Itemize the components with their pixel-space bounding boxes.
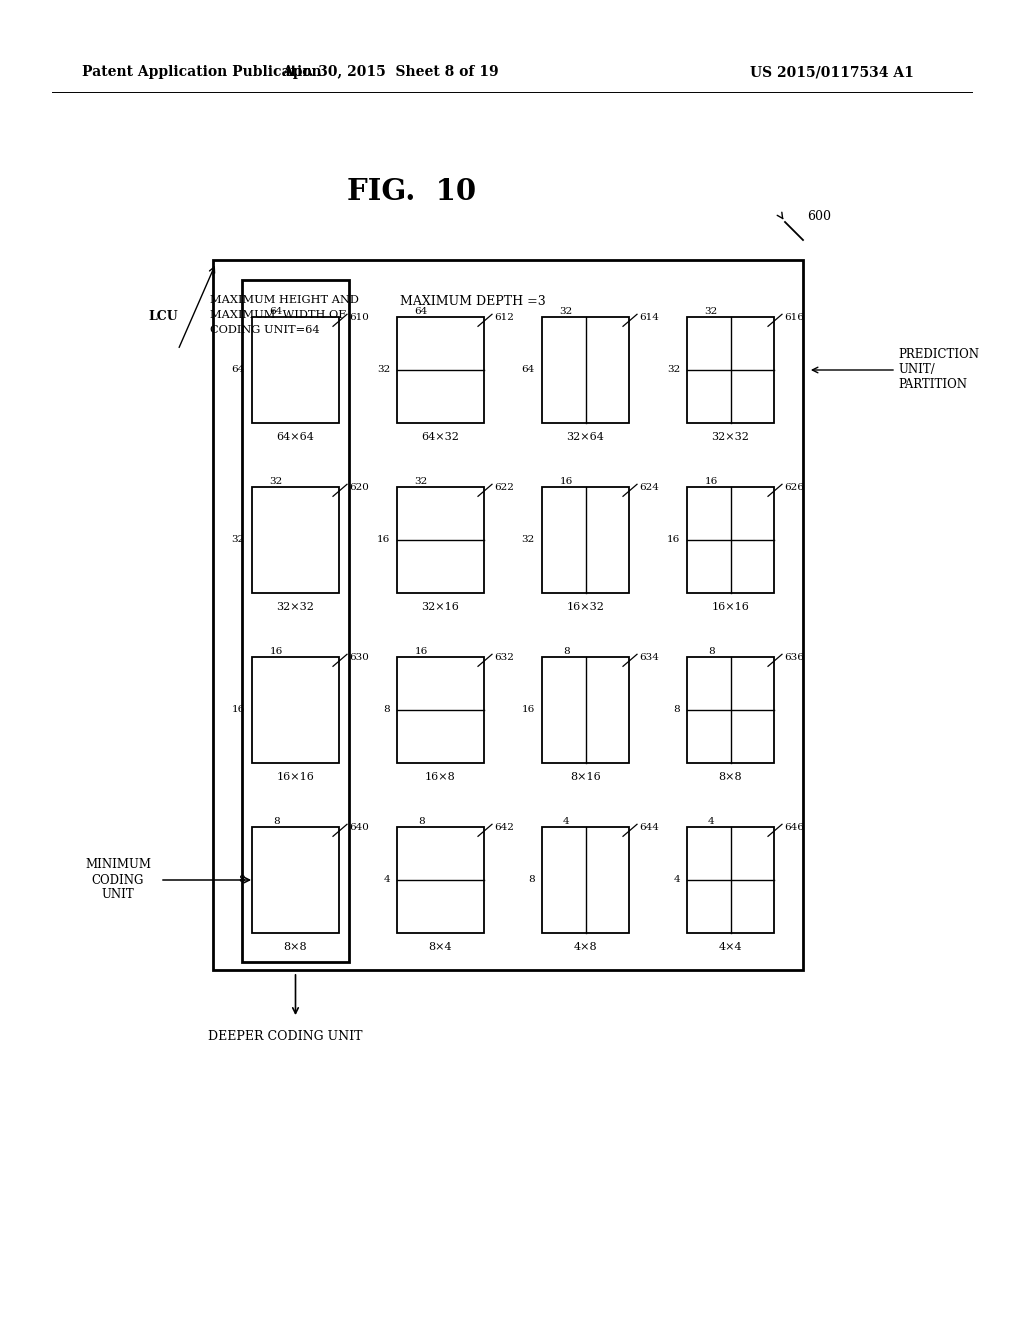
Text: 32: 32	[415, 477, 428, 486]
Text: MAXIMUM DEPTH =3: MAXIMUM DEPTH =3	[400, 294, 546, 308]
Bar	[687, 828, 774, 933]
Bar	[397, 317, 484, 422]
Bar	[687, 317, 774, 422]
Bar	[242, 280, 349, 962]
Text: 64: 64	[415, 306, 428, 315]
Text: 8: 8	[418, 817, 425, 826]
Text: 32×16: 32×16	[422, 602, 460, 611]
Text: 8×16: 8×16	[570, 772, 601, 781]
Text: 8: 8	[383, 705, 390, 714]
Text: DEEPER CODING UNIT: DEEPER CODING UNIT	[208, 1030, 362, 1043]
Text: 16×16: 16×16	[712, 602, 750, 611]
Text: 32: 32	[560, 306, 573, 315]
Text: LCU: LCU	[148, 310, 178, 323]
Text: Patent Application Publication: Patent Application Publication	[82, 65, 322, 79]
Text: 8: 8	[528, 875, 535, 884]
Text: 16: 16	[560, 477, 573, 486]
Text: CODING UNIT=64: CODING UNIT=64	[210, 325, 319, 335]
Text: 8: 8	[273, 817, 280, 826]
Bar	[252, 487, 339, 593]
Text: 16: 16	[522, 705, 535, 714]
Text: 32×32: 32×32	[276, 602, 314, 611]
Text: 4: 4	[674, 875, 680, 884]
Text: 16×16: 16×16	[276, 772, 314, 781]
Bar	[252, 317, 339, 422]
Text: 8: 8	[708, 647, 715, 656]
Bar	[213, 260, 803, 970]
Text: 32: 32	[705, 306, 718, 315]
Text: FIG.  10: FIG. 10	[347, 177, 476, 206]
Text: 16: 16	[377, 536, 390, 544]
Text: 600: 600	[807, 210, 831, 223]
Text: 32: 32	[377, 366, 390, 375]
Bar	[687, 657, 774, 763]
Text: 616: 616	[784, 313, 804, 322]
Text: 4: 4	[383, 875, 390, 884]
Bar	[542, 317, 629, 422]
Bar	[542, 828, 629, 933]
Text: 634: 634	[639, 653, 658, 663]
Text: 64: 64	[522, 366, 535, 375]
Text: 32: 32	[522, 536, 535, 544]
Text: 4: 4	[563, 817, 569, 826]
Text: 632: 632	[494, 653, 514, 663]
Bar	[252, 657, 339, 763]
Bar	[397, 657, 484, 763]
Text: 64×32: 64×32	[422, 432, 460, 442]
Bar	[397, 487, 484, 593]
Text: 16×32: 16×32	[566, 602, 604, 611]
Text: 8×4: 8×4	[429, 941, 453, 952]
Text: 64×64: 64×64	[276, 432, 314, 442]
Bar	[397, 828, 484, 933]
Text: 16×8: 16×8	[425, 772, 456, 781]
Text: 636: 636	[784, 653, 804, 663]
Text: 16: 16	[269, 647, 283, 656]
Text: 644: 644	[639, 824, 658, 833]
Text: 16: 16	[415, 647, 428, 656]
Text: US 2015/0117534 A1: US 2015/0117534 A1	[750, 65, 913, 79]
Text: 4×8: 4×8	[573, 941, 597, 952]
Text: 646: 646	[784, 824, 804, 833]
Text: MINIMUM
CODING
UNIT: MINIMUM CODING UNIT	[85, 858, 151, 902]
Text: 8×8: 8×8	[719, 772, 742, 781]
Text: PREDICTION
UNIT/
PARTITION: PREDICTION UNIT/ PARTITION	[898, 348, 979, 392]
Text: 610: 610	[349, 313, 369, 322]
Text: 8: 8	[674, 705, 680, 714]
Text: 16: 16	[231, 705, 245, 714]
Text: 4: 4	[708, 817, 715, 826]
Text: 620: 620	[349, 483, 369, 492]
Text: 16: 16	[667, 536, 680, 544]
Text: 642: 642	[494, 824, 514, 833]
Text: 8: 8	[563, 647, 569, 656]
Text: Apr. 30, 2015  Sheet 8 of 19: Apr. 30, 2015 Sheet 8 of 19	[282, 65, 499, 79]
Text: 32: 32	[231, 536, 245, 544]
Text: 640: 640	[349, 824, 369, 833]
Bar	[252, 828, 339, 933]
Text: 32: 32	[667, 366, 680, 375]
Text: 32×64: 32×64	[566, 432, 604, 442]
Text: 32×32: 32×32	[712, 432, 750, 442]
Bar	[542, 657, 629, 763]
Bar	[687, 487, 774, 593]
Text: 630: 630	[349, 653, 369, 663]
Text: 8: 8	[239, 875, 245, 884]
Text: 4×4: 4×4	[719, 941, 742, 952]
Text: 32: 32	[269, 477, 283, 486]
Text: 8×8: 8×8	[284, 941, 307, 952]
Text: 614: 614	[639, 313, 658, 322]
Text: 64: 64	[231, 366, 245, 375]
Text: 624: 624	[639, 483, 658, 492]
Text: MAXIMUM  WIDTH OF: MAXIMUM WIDTH OF	[210, 310, 346, 319]
Text: 612: 612	[494, 313, 514, 322]
Bar	[542, 487, 629, 593]
Text: 16: 16	[705, 477, 718, 486]
Text: 626: 626	[784, 483, 804, 492]
Text: 622: 622	[494, 483, 514, 492]
Text: 64: 64	[269, 306, 283, 315]
Text: MAXIMUM HEIGHT AND: MAXIMUM HEIGHT AND	[210, 294, 358, 305]
